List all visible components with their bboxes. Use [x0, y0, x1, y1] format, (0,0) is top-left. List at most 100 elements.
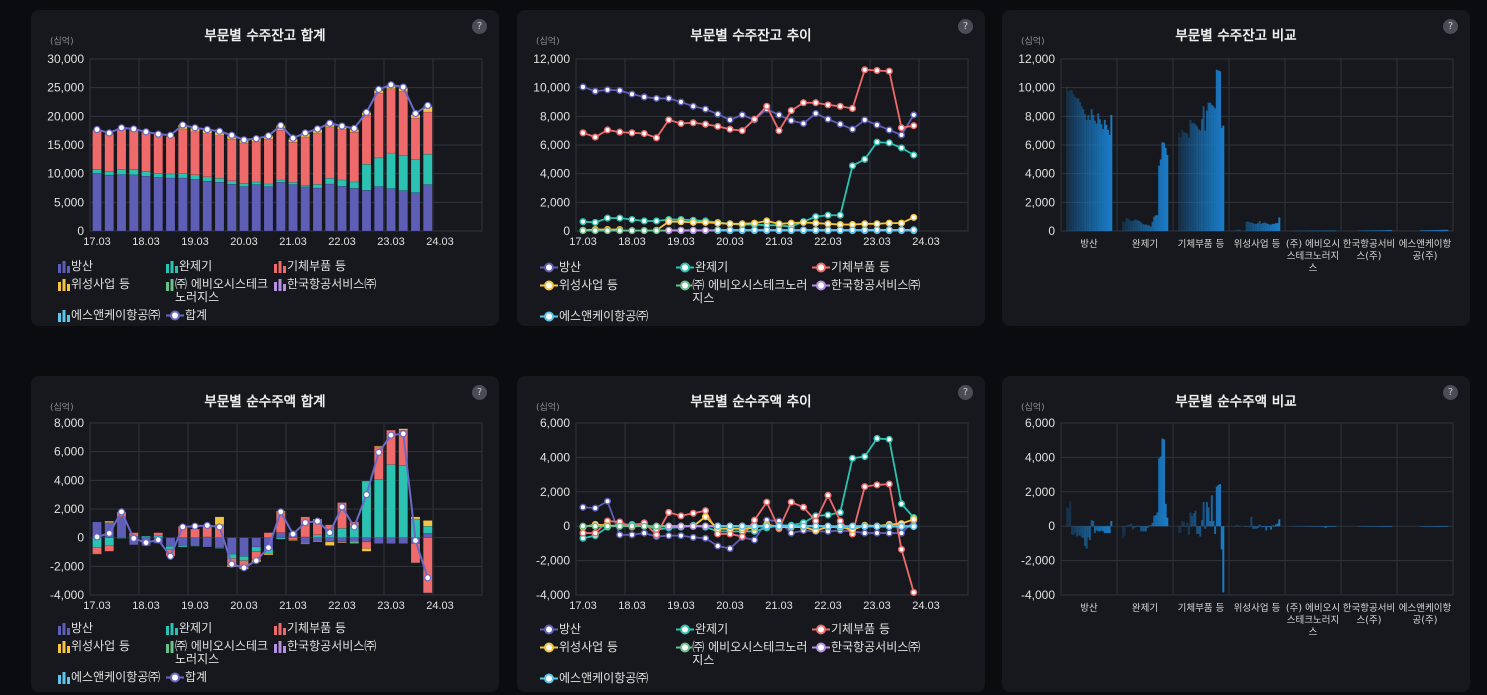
bar-segment	[239, 556, 249, 561]
y-tick-label: 2,000	[540, 485, 570, 499]
legend-item[interactable]: 완제기	[675, 261, 811, 274]
bar-segment	[386, 537, 396, 544]
bar-legend-icon	[58, 641, 70, 653]
bar-segment	[263, 183, 274, 187]
bar	[1438, 229, 1441, 231]
bar	[1107, 526, 1110, 534]
legend-item[interactable]: 한국항공서비스㈜	[273, 640, 381, 666]
bar	[1095, 123, 1098, 231]
line-legend-icon	[676, 642, 693, 653]
y-tick-label: 6,000	[54, 445, 84, 459]
legend-item[interactable]: 방산	[57, 622, 165, 635]
bar	[1133, 526, 1136, 528]
bar	[1266, 223, 1269, 231]
legend-item[interactable]: 완제기	[675, 623, 811, 636]
legend-item[interactable]: 에스앤케이항공㈜	[539, 672, 675, 685]
bar	[1252, 223, 1255, 231]
legend-item[interactable]: 위성사업 등	[539, 641, 675, 667]
legend-item[interactable]: 합계	[165, 671, 273, 684]
help-icon[interactable]: ?	[472, 19, 487, 34]
series-point	[897, 545, 906, 553]
legend-item[interactable]: 완제기	[165, 260, 273, 273]
bar	[1136, 525, 1139, 527]
series-point	[910, 226, 918, 234]
bar-segment	[386, 464, 396, 538]
legend-item[interactable]: 한국항공서비스㈜	[811, 641, 947, 667]
bar-segment	[165, 537, 176, 547]
legend-item[interactable]: 방산	[539, 261, 675, 274]
bar-segment	[263, 186, 274, 232]
bar-segment	[423, 153, 433, 185]
legend-item[interactable]: 방산	[539, 623, 675, 636]
legend-item[interactable]: 기체부품 등	[811, 261, 947, 274]
legend-label: 에스앤케이항공㈜	[71, 308, 161, 322]
help-icon[interactable]: ?	[958, 19, 973, 34]
total-point	[228, 131, 236, 139]
legend-item[interactable]: 한국항공서비스㈜	[811, 279, 947, 305]
bar	[1261, 526, 1264, 528]
series-point	[689, 218, 697, 226]
bar	[1299, 526, 1302, 527]
help-icon[interactable]: ?	[472, 385, 487, 400]
legend-label: 기체부품 등	[831, 622, 891, 636]
legend-item[interactable]: ㈜ 에비오시스테크노러지스	[165, 278, 273, 304]
series-point	[861, 155, 869, 163]
series-point	[579, 83, 587, 91]
bar	[1364, 526, 1367, 527]
bar	[1184, 132, 1187, 231]
chart-title: 부문별 수주잔고 추이	[690, 28, 812, 44]
series-point	[726, 220, 734, 228]
bar	[1072, 94, 1075, 231]
help-icon[interactable]: ?	[958, 385, 973, 400]
bar-segment	[410, 516, 421, 520]
bar	[1154, 515, 1157, 527]
legend-item[interactable]: ㈜ 에비오시스테크노러지스	[675, 641, 811, 667]
bar	[1439, 526, 1442, 527]
legend-item[interactable]: 기체부품 등	[273, 260, 381, 273]
y-tick-label: -2,000	[50, 559, 84, 573]
legend-item[interactable]: 에스앤케이항공㈜	[57, 309, 165, 322]
help-icon[interactable]: ?	[1443, 385, 1458, 400]
total-point	[215, 127, 224, 135]
bar-segment	[263, 553, 274, 556]
bar-segment	[153, 134, 163, 174]
legend-item[interactable]: 위성사업 등	[57, 278, 165, 304]
bar	[1181, 521, 1184, 527]
legend-item[interactable]: 합계	[165, 309, 273, 322]
bar	[1275, 223, 1278, 231]
bar	[1148, 525, 1151, 527]
bar	[1235, 229, 1238, 231]
legend-item[interactable]: ㈜ 에비오시스테크노러지스	[165, 640, 273, 666]
bar-segment	[239, 142, 249, 184]
bar-segment	[202, 537, 212, 548]
legend-item[interactable]: ㈜ 에비오시스테크노러지스	[675, 279, 811, 305]
legend-item[interactable]: 방산	[57, 260, 165, 273]
total-point	[350, 124, 358, 132]
bar	[1370, 526, 1373, 527]
series-point	[579, 503, 587, 511]
legend-item[interactable]: 위성사업 등	[539, 279, 675, 305]
help-icon[interactable]: ?	[1443, 19, 1458, 34]
legend-item[interactable]: 에스앤케이항공㈜	[539, 310, 675, 323]
y-tick-label: 12,000	[1018, 52, 1055, 66]
total-point	[179, 121, 187, 129]
bar	[1385, 230, 1388, 231]
legend-item[interactable]: 위성사업 등	[57, 640, 165, 666]
legend-item[interactable]: 기체부품 등	[273, 622, 381, 635]
bar-legend-icon	[274, 641, 286, 653]
chart-title: 부문별 순수주액 추이	[690, 394, 812, 410]
bar-segment	[398, 465, 408, 538]
legend-item[interactable]: 에스앤케이항공㈜	[57, 671, 165, 684]
bar-segment	[190, 537, 200, 546]
legend-item[interactable]: 완제기	[165, 622, 273, 635]
line-legend-icon	[166, 672, 184, 683]
legend-item[interactable]: 한국항공서비스㈜	[273, 278, 381, 304]
legend-item[interactable]: 기체부품 등	[811, 623, 947, 636]
bar	[1314, 526, 1317, 527]
total-point	[301, 519, 309, 527]
series-point	[640, 227, 648, 235]
bar	[1080, 526, 1083, 538]
x-tick-label: 22.03	[814, 600, 842, 612]
bar-segment	[153, 177, 163, 232]
